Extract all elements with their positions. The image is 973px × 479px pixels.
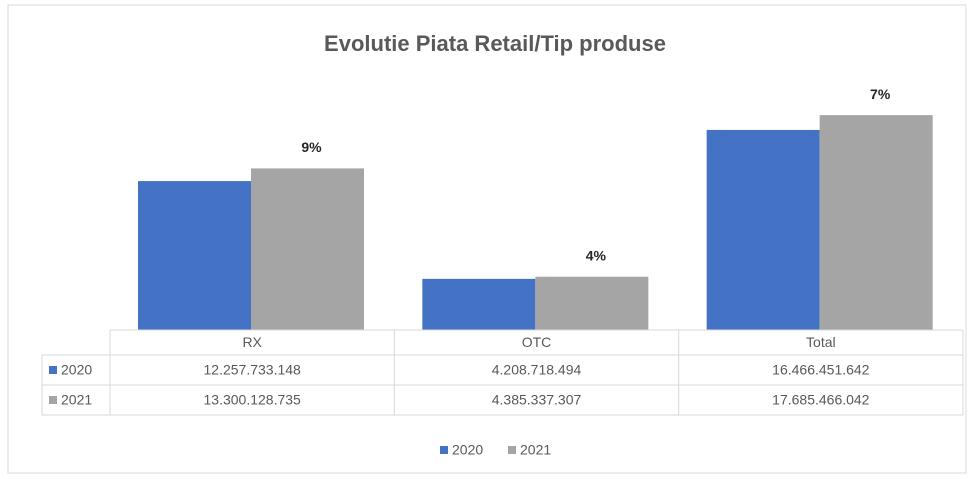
table-value: 17.685.466.042 [772, 392, 870, 408]
table-value: 4.385.337.307 [492, 392, 582, 408]
legend-key [49, 396, 57, 404]
legend-key [508, 446, 516, 454]
annotation: 4% [586, 247, 607, 263]
annotation: 9% [301, 139, 322, 155]
legend-key [440, 446, 448, 454]
legend-label: 2020 [452, 442, 483, 458]
row-label: 2021 [61, 392, 92, 408]
bar [535, 276, 649, 330]
row-label: 2020 [61, 362, 92, 378]
table-value: 4.208.718.494 [492, 362, 582, 378]
legend-key [49, 366, 57, 374]
table-value: 16.466.451.642 [772, 362, 870, 378]
bar [422, 278, 536, 330]
chart-title: Evolutie Piata Retail/Tip produse [324, 31, 666, 56]
table-value: 12.257.733.148 [204, 362, 302, 378]
bar [138, 181, 251, 330]
legend-label: 2021 [520, 442, 551, 458]
table-value: 13.300.128.735 [204, 392, 302, 408]
bar [706, 129, 820, 330]
bar [819, 115, 933, 331]
x-tick-label: RX [242, 334, 262, 350]
bar [251, 168, 364, 330]
x-tick-label: Total [806, 334, 836, 350]
x-tick-label: OTC [522, 334, 552, 350]
annotation: 7% [870, 86, 891, 102]
